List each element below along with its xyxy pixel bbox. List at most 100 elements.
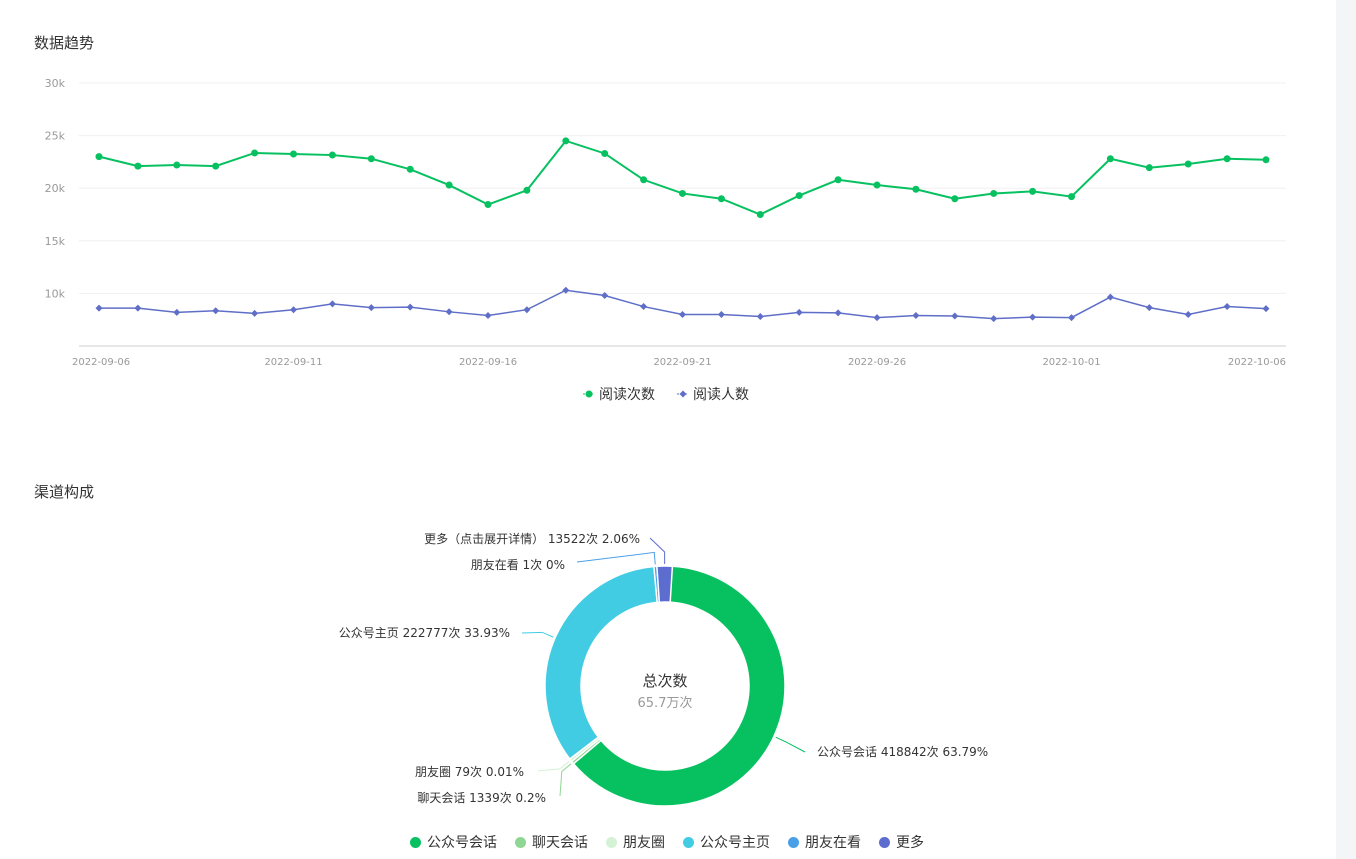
data-point[interactable] bbox=[601, 149, 609, 157]
legend-item[interactable]: 公众号会话 bbox=[410, 832, 497, 852]
data-point[interactable] bbox=[1184, 310, 1192, 318]
data-point[interactable] bbox=[990, 315, 998, 323]
data-point[interactable] bbox=[1145, 304, 1153, 312]
data-point[interactable] bbox=[1262, 156, 1270, 164]
data-point[interactable] bbox=[912, 185, 920, 193]
legend-dot bbox=[788, 837, 799, 848]
data-point[interactable] bbox=[1145, 164, 1153, 172]
legend-marker bbox=[585, 390, 593, 398]
data-point[interactable] bbox=[562, 137, 570, 145]
data-point[interactable] bbox=[679, 310, 686, 318]
data-point[interactable] bbox=[1223, 303, 1231, 311]
legend-label: 更多 bbox=[896, 835, 924, 851]
legend-label: 阅读次数 bbox=[599, 386, 655, 403]
data-point[interactable] bbox=[367, 155, 375, 163]
data-point[interactable] bbox=[640, 303, 648, 311]
data-point[interactable] bbox=[367, 304, 375, 312]
data-point[interactable] bbox=[717, 310, 725, 318]
data-point[interactable] bbox=[328, 151, 336, 159]
legend-item[interactable]: 公众号主页 bbox=[683, 832, 770, 852]
legend-item[interactable]: 朋友圈 bbox=[606, 832, 665, 852]
data-point[interactable] bbox=[873, 314, 881, 322]
data-point[interactable] bbox=[951, 195, 959, 203]
data-point[interactable] bbox=[212, 162, 220, 170]
data-point[interactable] bbox=[134, 304, 142, 312]
trend-line-chart: 10k 15k 20k 25k 30k 2022-09-06 2022-09-11 2022-… bbox=[45, 77, 1286, 403]
pie-slice[interactable] bbox=[656, 565, 674, 603]
data-point[interactable] bbox=[562, 286, 570, 294]
data-point[interactable] bbox=[212, 307, 220, 315]
data-point[interactable] bbox=[290, 150, 297, 158]
legend-item[interactable]: 阅读次数 bbox=[583, 386, 655, 403]
data-point[interactable] bbox=[1029, 313, 1037, 321]
pie-slice[interactable] bbox=[572, 565, 786, 807]
data-point[interactable] bbox=[1068, 193, 1075, 201]
data-point[interactable] bbox=[912, 311, 920, 319]
data-point[interactable] bbox=[1106, 293, 1114, 301]
data-point[interactable] bbox=[445, 308, 453, 316]
data-point[interactable] bbox=[717, 195, 725, 203]
data-point[interactable] bbox=[756, 211, 764, 218]
data-point[interactable] bbox=[445, 181, 453, 189]
data-point[interactable] bbox=[328, 300, 336, 308]
legend-dot bbox=[879, 837, 890, 848]
x-tick-label: 2022-10-06 bbox=[1228, 357, 1286, 368]
x-tick-label: 2022-09-26 bbox=[848, 357, 906, 368]
label-leader-line bbox=[649, 537, 666, 565]
data-point[interactable] bbox=[251, 309, 259, 317]
legend-label: 公众号会话 bbox=[427, 835, 497, 851]
x-tick-label: 2022-10-01 bbox=[1042, 357, 1100, 368]
data-point[interactable] bbox=[523, 306, 531, 314]
data-point[interactable] bbox=[484, 311, 492, 319]
slice-label[interactable]: 更多（点击展开详情） 13522次 2.06% bbox=[424, 531, 640, 546]
slice-label: 公众号会话 418842次 63.79% bbox=[817, 745, 988, 759]
data-point[interactable] bbox=[251, 149, 259, 157]
data-point[interactable] bbox=[679, 189, 686, 197]
data-point[interactable] bbox=[1223, 155, 1231, 163]
donut-center-title: 总次数 bbox=[642, 672, 687, 690]
data-point[interactable] bbox=[95, 304, 103, 312]
data-point[interactable] bbox=[523, 186, 531, 194]
y-tick-label: 15k bbox=[45, 235, 66, 248]
label-leader-line bbox=[775, 736, 806, 753]
data-point[interactable] bbox=[134, 162, 142, 170]
data-point[interactable] bbox=[1068, 314, 1075, 322]
trend-section-title: 数据趋势 bbox=[34, 34, 95, 52]
data-point[interactable] bbox=[173, 161, 181, 169]
legend-dot bbox=[606, 837, 617, 848]
data-point[interactable] bbox=[1262, 305, 1270, 313]
data-point[interactable] bbox=[173, 308, 181, 316]
label-leader-line bbox=[576, 551, 656, 565]
data-point[interactable] bbox=[406, 303, 414, 311]
data-point[interactable] bbox=[834, 176, 842, 184]
data-point[interactable] bbox=[1029, 187, 1037, 195]
data-point[interactable] bbox=[290, 306, 297, 314]
data-point[interactable] bbox=[1184, 160, 1192, 168]
pie-slice[interactable] bbox=[544, 565, 659, 761]
legend-item[interactable]: 聊天会话 bbox=[515, 832, 588, 852]
data-point[interactable] bbox=[795, 308, 803, 316]
channel-legend: 公众号会话 聊天会话 朋友圈 公众号主页 朋友在看 更多 bbox=[0, 832, 1336, 852]
data-point[interactable] bbox=[990, 189, 998, 197]
legend-item[interactable]: 阅读人数 bbox=[677, 386, 749, 403]
data-point[interactable] bbox=[640, 176, 648, 184]
legend-item[interactable]: 更多 bbox=[879, 832, 924, 852]
data-point[interactable] bbox=[484, 201, 492, 209]
data-point[interactable] bbox=[951, 312, 959, 320]
data-point[interactable] bbox=[795, 192, 803, 200]
data-point[interactable] bbox=[406, 165, 414, 173]
legend-label: 公众号主页 bbox=[700, 835, 770, 851]
y-tick-label: 10k bbox=[45, 287, 66, 300]
data-point[interactable] bbox=[95, 153, 103, 161]
slice-label: 朋友在看 1次 0% bbox=[471, 558, 565, 572]
data-point[interactable] bbox=[873, 181, 881, 189]
data-point[interactable] bbox=[756, 313, 764, 321]
label-leader-line bbox=[559, 763, 572, 797]
data-point[interactable] bbox=[834, 309, 842, 317]
legend-item[interactable]: 朋友在看 bbox=[788, 832, 861, 852]
data-point[interactable] bbox=[601, 292, 609, 300]
legend-dot bbox=[515, 837, 526, 848]
slice-label: 朋友圈 79次 0.01% bbox=[415, 765, 524, 779]
data-point[interactable] bbox=[1106, 155, 1114, 163]
